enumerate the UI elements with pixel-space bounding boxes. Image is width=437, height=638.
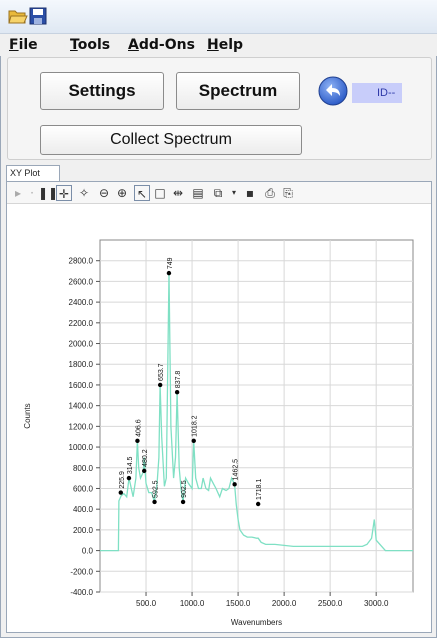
x-tick-label: 1000.0 bbox=[180, 599, 205, 608]
y-tick-label: 1600.0 bbox=[69, 381, 94, 390]
peak-marker bbox=[191, 438, 196, 444]
menu-bar: File Tools Add-Ons Help bbox=[0, 34, 437, 56]
print-preview-icon[interactable]: ⎘ bbox=[283, 186, 293, 200]
peak-label: 225.9 bbox=[119, 471, 126, 489]
y-tick-label: 2000.0 bbox=[69, 340, 94, 349]
peak-marker bbox=[180, 499, 186, 505]
play-icon[interactable]: ▸ bbox=[14, 186, 22, 200]
peak-label: 1718.1 bbox=[256, 478, 263, 500]
spectrum-button[interactable]: Spectrum bbox=[176, 72, 300, 110]
y-tick-label: -400.0 bbox=[70, 588, 93, 597]
save-plot-icon[interactable]: ▪ bbox=[245, 186, 255, 200]
x-tick-label: 500.0 bbox=[136, 599, 157, 608]
settings-button[interactable]: Settings bbox=[40, 72, 164, 110]
y-tick-label: 2200.0 bbox=[69, 319, 94, 328]
peak-label: 749 bbox=[167, 257, 174, 269]
peak-label: 1462.5 bbox=[233, 459, 240, 481]
y-tick-label: 2400.0 bbox=[69, 298, 94, 307]
chart-svg: -400.0 -200.0 0.0 200.0 400.0 600.0 800.0 1000.… bbox=[23, 239, 414, 627]
pan-icon[interactable]: ✛ bbox=[56, 185, 72, 201]
x-tick-label: 2500.0 bbox=[318, 599, 343, 608]
y-tick-label: 0.0 bbox=[82, 547, 94, 556]
y-tick-label: 800.0 bbox=[73, 464, 94, 473]
pause-icon[interactable]: ❚❚ bbox=[38, 186, 59, 200]
y-tick-label: 400.0 bbox=[73, 505, 94, 514]
copy-dropdown-icon[interactable]: ▾ bbox=[231, 188, 236, 197]
back-arrow-icon[interactable] bbox=[318, 76, 348, 106]
axes-move-icon[interactable]: ✧ bbox=[78, 186, 90, 200]
peak-label: 406.6 bbox=[135, 419, 142, 437]
save-disk-icon[interactable] bbox=[28, 6, 48, 26]
peak-label: 480.2 bbox=[142, 449, 149, 467]
y-tick-label: 1800.0 bbox=[69, 360, 94, 369]
y-tick-label: 1000.0 bbox=[69, 443, 94, 452]
zoom-in-icon[interactable]: ⊕ bbox=[116, 186, 128, 200]
peak-marker bbox=[126, 475, 132, 481]
x-tick-label: 2000.0 bbox=[272, 599, 297, 608]
properties-icon[interactable]: ▤ bbox=[192, 186, 204, 200]
quick-access-toolbar bbox=[0, 0, 437, 34]
y-axis-label: Counts bbox=[23, 403, 32, 428]
plot-toolbar bbox=[7, 182, 431, 204]
menu-file[interactable]: File bbox=[9, 37, 38, 53]
peak-marker bbox=[157, 382, 163, 388]
id-indicator[interactable]: ID-- bbox=[352, 83, 402, 103]
peak-label: 653.7 bbox=[158, 363, 165, 381]
peak-marker bbox=[118, 490, 123, 495]
print-icon[interactable]: ⎙ bbox=[265, 186, 275, 200]
xy-chart: -400.0 -200.0 0.0 200.0 400.0 600.0 800.0 1000.… bbox=[8, 206, 430, 632]
open-folder-icon[interactable] bbox=[8, 6, 28, 26]
box-zoom-icon[interactable]: □ bbox=[154, 186, 166, 200]
peak-marker bbox=[174, 389, 180, 395]
y-tick-label: 2600.0 bbox=[69, 277, 94, 286]
menu-add-ons[interactable]: Add-Ons bbox=[128, 37, 195, 53]
collect-spectrum-button[interactable]: Collect Spectrum bbox=[40, 125, 302, 155]
peak-marker bbox=[152, 499, 157, 505]
x-tick-label: 3000.0 bbox=[364, 599, 389, 608]
x-tick-label: 1500.0 bbox=[226, 599, 251, 608]
y-tick-label: 1200.0 bbox=[69, 422, 94, 431]
copy-icon[interactable]: ⧉ bbox=[213, 186, 223, 200]
peak-marker bbox=[166, 270, 172, 276]
peak-marker bbox=[142, 468, 147, 474]
y-tick-label: 200.0 bbox=[73, 526, 94, 535]
peak-label: 592.5 bbox=[153, 480, 160, 498]
select-pointer-icon[interactable]: ↖ bbox=[134, 185, 150, 201]
peak-label: 837.8 bbox=[175, 371, 182, 389]
step-icon[interactable]: · bbox=[30, 186, 34, 200]
fit-width-icon[interactable]: ⇹ bbox=[172, 186, 184, 200]
peak-label: 902.5 bbox=[181, 480, 188, 498]
y-tick-label: 1400.0 bbox=[69, 402, 94, 411]
menu-tools[interactable]: Tools bbox=[70, 37, 111, 53]
peak-label: 314.5 bbox=[127, 456, 134, 474]
menu-help[interactable]: Help bbox=[207, 37, 244, 53]
peak-marker bbox=[232, 482, 237, 487]
zoom-out-icon[interactable]: ⊖ bbox=[98, 186, 110, 200]
plot-area bbox=[99, 239, 414, 593]
y-tick-label: 600.0 bbox=[73, 484, 94, 493]
peak-marker bbox=[135, 438, 140, 444]
y-tick-label: 2800.0 bbox=[69, 257, 94, 266]
peak-marker bbox=[255, 501, 261, 507]
x-axis-label: Wavenumbers bbox=[231, 618, 282, 627]
tab-xy-plot[interactable]: XY Plot bbox=[6, 165, 60, 181]
y-tick-label: -200.0 bbox=[70, 567, 93, 576]
peak-label: 1018.2 bbox=[192, 415, 199, 437]
